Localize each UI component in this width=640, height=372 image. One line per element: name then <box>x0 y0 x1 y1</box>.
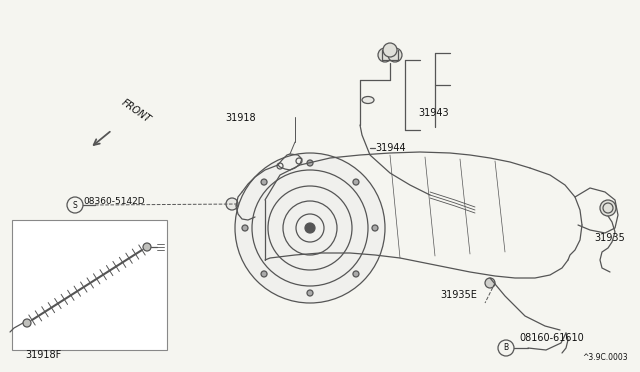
Text: 31943: 31943 <box>418 108 449 118</box>
Text: 31918: 31918 <box>225 113 255 123</box>
Circle shape <box>23 319 31 327</box>
Text: 31935E: 31935E <box>440 290 477 300</box>
Circle shape <box>372 225 378 231</box>
Circle shape <box>143 243 151 251</box>
Circle shape <box>378 48 392 62</box>
Text: 31918F: 31918F <box>25 350 61 360</box>
Text: ^3.9C.0003: ^3.9C.0003 <box>582 353 628 362</box>
Circle shape <box>226 198 238 210</box>
Circle shape <box>242 225 248 231</box>
Text: FRONT: FRONT <box>120 98 153 125</box>
Circle shape <box>305 223 315 233</box>
Circle shape <box>485 278 495 288</box>
Circle shape <box>235 153 385 303</box>
Circle shape <box>600 200 616 216</box>
Circle shape <box>261 271 267 277</box>
Circle shape <box>307 290 313 296</box>
Bar <box>12 220 167 350</box>
Text: 31944: 31944 <box>375 143 406 153</box>
Text: B: B <box>504 343 509 353</box>
Circle shape <box>261 179 267 185</box>
Circle shape <box>353 271 359 277</box>
Circle shape <box>388 48 402 62</box>
Text: S: S <box>72 201 77 209</box>
Text: 31935: 31935 <box>594 233 625 243</box>
Circle shape <box>307 160 313 166</box>
Circle shape <box>353 179 359 185</box>
Circle shape <box>383 43 397 57</box>
Text: 08360-5142D: 08360-5142D <box>83 198 145 206</box>
Ellipse shape <box>362 96 374 103</box>
Text: 08160-61610: 08160-61610 <box>519 333 584 343</box>
